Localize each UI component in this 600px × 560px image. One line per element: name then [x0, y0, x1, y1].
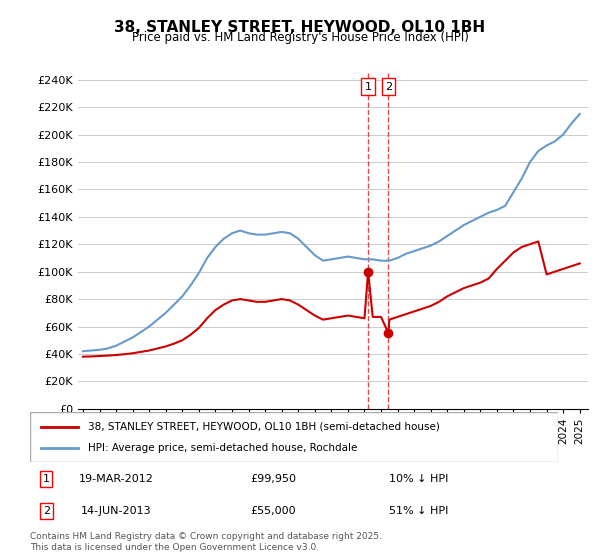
- Text: 2: 2: [385, 82, 392, 91]
- Text: 1: 1: [43, 474, 50, 484]
- Text: 38, STANLEY STREET, HEYWOOD, OL10 1BH (semi-detached house): 38, STANLEY STREET, HEYWOOD, OL10 1BH (s…: [88, 422, 440, 432]
- Text: 14-JUN-2013: 14-JUN-2013: [81, 506, 152, 516]
- FancyBboxPatch shape: [30, 412, 558, 462]
- Text: 38, STANLEY STREET, HEYWOOD, OL10 1BH: 38, STANLEY STREET, HEYWOOD, OL10 1BH: [115, 20, 485, 35]
- Text: Price paid vs. HM Land Registry's House Price Index (HPI): Price paid vs. HM Land Registry's House …: [131, 31, 469, 44]
- Text: 10% ↓ HPI: 10% ↓ HPI: [389, 474, 448, 484]
- Text: 1: 1: [365, 82, 371, 91]
- Text: Contains HM Land Registry data © Crown copyright and database right 2025.
This d: Contains HM Land Registry data © Crown c…: [30, 532, 382, 552]
- Text: 19-MAR-2012: 19-MAR-2012: [79, 474, 154, 484]
- Text: HPI: Average price, semi-detached house, Rochdale: HPI: Average price, semi-detached house,…: [88, 443, 358, 453]
- Text: 51% ↓ HPI: 51% ↓ HPI: [389, 506, 448, 516]
- Text: 2: 2: [43, 506, 50, 516]
- Text: £99,950: £99,950: [250, 474, 296, 484]
- Text: £55,000: £55,000: [250, 506, 296, 516]
